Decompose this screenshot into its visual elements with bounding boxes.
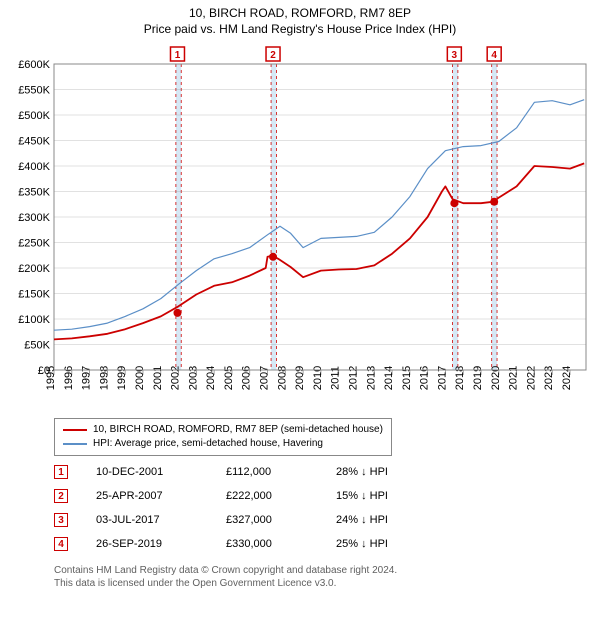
svg-text:2003: 2003 <box>187 366 199 390</box>
svg-text:£250K: £250K <box>18 238 50 250</box>
sale-row: 4 26-SEP-2019£330,00025% ↓ HPI <box>54 532 426 556</box>
sale-diff: 28% ↓ HPI <box>336 466 426 478</box>
sale-price: £327,000 <box>226 514 336 526</box>
sale-row: 1 10-DEC-2001£112,00028% ↓ HPI <box>54 460 426 484</box>
svg-text:£300K: £300K <box>18 212 50 224</box>
svg-text:£50K: £50K <box>24 340 50 352</box>
svg-text:2004: 2004 <box>205 366 217 390</box>
svg-text:2008: 2008 <box>276 366 288 390</box>
svg-text:1997: 1997 <box>81 366 93 390</box>
svg-text:2006: 2006 <box>241 366 253 390</box>
svg-text:4: 4 <box>491 50 497 61</box>
sale-price: £330,000 <box>226 538 336 550</box>
svg-text:£100K: £100K <box>18 314 50 326</box>
svg-text:1996: 1996 <box>63 366 75 390</box>
title-subtitle: Price paid vs. HM Land Registry's House … <box>0 22 600 36</box>
svg-text:3: 3 <box>452 50 458 61</box>
sale-badge: 3 <box>54 513 68 527</box>
svg-text:£450K: £450K <box>18 136 50 148</box>
svg-text:2022: 2022 <box>525 366 537 390</box>
footer-attribution: Contains HM Land Registry data © Crown c… <box>54 564 397 590</box>
svg-text:2001: 2001 <box>152 366 164 390</box>
sale-date: 03-JUL-2017 <box>96 514 226 526</box>
svg-text:1999: 1999 <box>116 366 128 390</box>
sale-row: 3 03-JUL-2017£327,00024% ↓ HPI <box>54 508 426 532</box>
sale-diff: 15% ↓ HPI <box>336 490 426 502</box>
sale-diff: 25% ↓ HPI <box>336 538 426 550</box>
sale-date: 25-APR-2007 <box>96 490 226 502</box>
title-address: 10, BIRCH ROAD, ROMFORD, RM7 8EP <box>0 6 600 20</box>
footer-line2: This data is licensed under the Open Gov… <box>54 577 397 590</box>
chart-area: £0£50K£100K£150K£200K£250K£300K£350K£400… <box>8 44 592 414</box>
svg-text:£200K: £200K <box>18 263 50 275</box>
legend-label: 10, BIRCH ROAD, ROMFORD, RM7 8EP (semi-d… <box>93 423 383 437</box>
legend-swatch <box>63 429 87 431</box>
svg-text:2020: 2020 <box>490 366 502 390</box>
sale-date: 10-DEC-2001 <box>96 466 226 478</box>
chart-svg: £0£50K£100K£150K£200K£250K£300K£350K£400… <box>8 44 592 414</box>
svg-text:1: 1 <box>175 50 181 61</box>
svg-text:2015: 2015 <box>401 366 413 390</box>
sale-badge: 4 <box>54 537 68 551</box>
legend-item: HPI: Average price, semi-detached house,… <box>63 437 383 451</box>
sales-table: 1 10-DEC-2001£112,00028% ↓ HPI 2 25-APR-200… <box>54 460 426 556</box>
svg-text:£500K: £500K <box>18 110 50 122</box>
svg-text:2013: 2013 <box>365 366 377 390</box>
legend-label: HPI: Average price, semi-detached house,… <box>93 437 323 451</box>
svg-text:2012: 2012 <box>347 366 359 390</box>
sale-badge: 2 <box>54 489 68 503</box>
svg-text:1995: 1995 <box>45 366 57 390</box>
sale-badge: 1 <box>54 465 68 479</box>
svg-text:2023: 2023 <box>543 366 555 390</box>
svg-text:2019: 2019 <box>472 366 484 390</box>
svg-text:2000: 2000 <box>134 366 146 390</box>
sale-diff: 24% ↓ HPI <box>336 514 426 526</box>
svg-text:£400K: £400K <box>18 161 50 173</box>
svg-text:1998: 1998 <box>98 366 110 390</box>
sale-row: 2 25-APR-2007£222,00015% ↓ HPI <box>54 484 426 508</box>
svg-text:2010: 2010 <box>312 366 324 390</box>
svg-text:2018: 2018 <box>454 366 466 390</box>
svg-text:2024: 2024 <box>561 366 573 390</box>
svg-text:2005: 2005 <box>223 366 235 390</box>
svg-text:2017: 2017 <box>436 366 448 390</box>
svg-text:£350K: £350K <box>18 187 50 199</box>
sale-date: 26-SEP-2019 <box>96 538 226 550</box>
svg-text:2009: 2009 <box>294 366 306 390</box>
chart-titles: 10, BIRCH ROAD, ROMFORD, RM7 8EP Price p… <box>0 0 600 36</box>
page-root: 10, BIRCH ROAD, ROMFORD, RM7 8EP Price p… <box>0 0 600 620</box>
svg-text:2: 2 <box>270 50 276 61</box>
svg-text:2016: 2016 <box>419 366 431 390</box>
legend: 10, BIRCH ROAD, ROMFORD, RM7 8EP (semi-d… <box>54 418 392 456</box>
svg-text:£600K: £600K <box>18 59 50 71</box>
legend-item: 10, BIRCH ROAD, ROMFORD, RM7 8EP (semi-d… <box>63 423 383 437</box>
svg-text:£550K: £550K <box>18 85 50 97</box>
svg-text:2007: 2007 <box>259 366 271 390</box>
sale-price: £222,000 <box>226 490 336 502</box>
svg-text:2002: 2002 <box>170 366 182 390</box>
sale-price: £112,000 <box>226 466 336 478</box>
svg-text:2021: 2021 <box>508 366 520 390</box>
svg-text:2014: 2014 <box>383 366 395 390</box>
footer-line1: Contains HM Land Registry data © Crown c… <box>54 564 397 577</box>
legend-swatch <box>63 443 87 444</box>
svg-text:£150K: £150K <box>18 289 50 301</box>
